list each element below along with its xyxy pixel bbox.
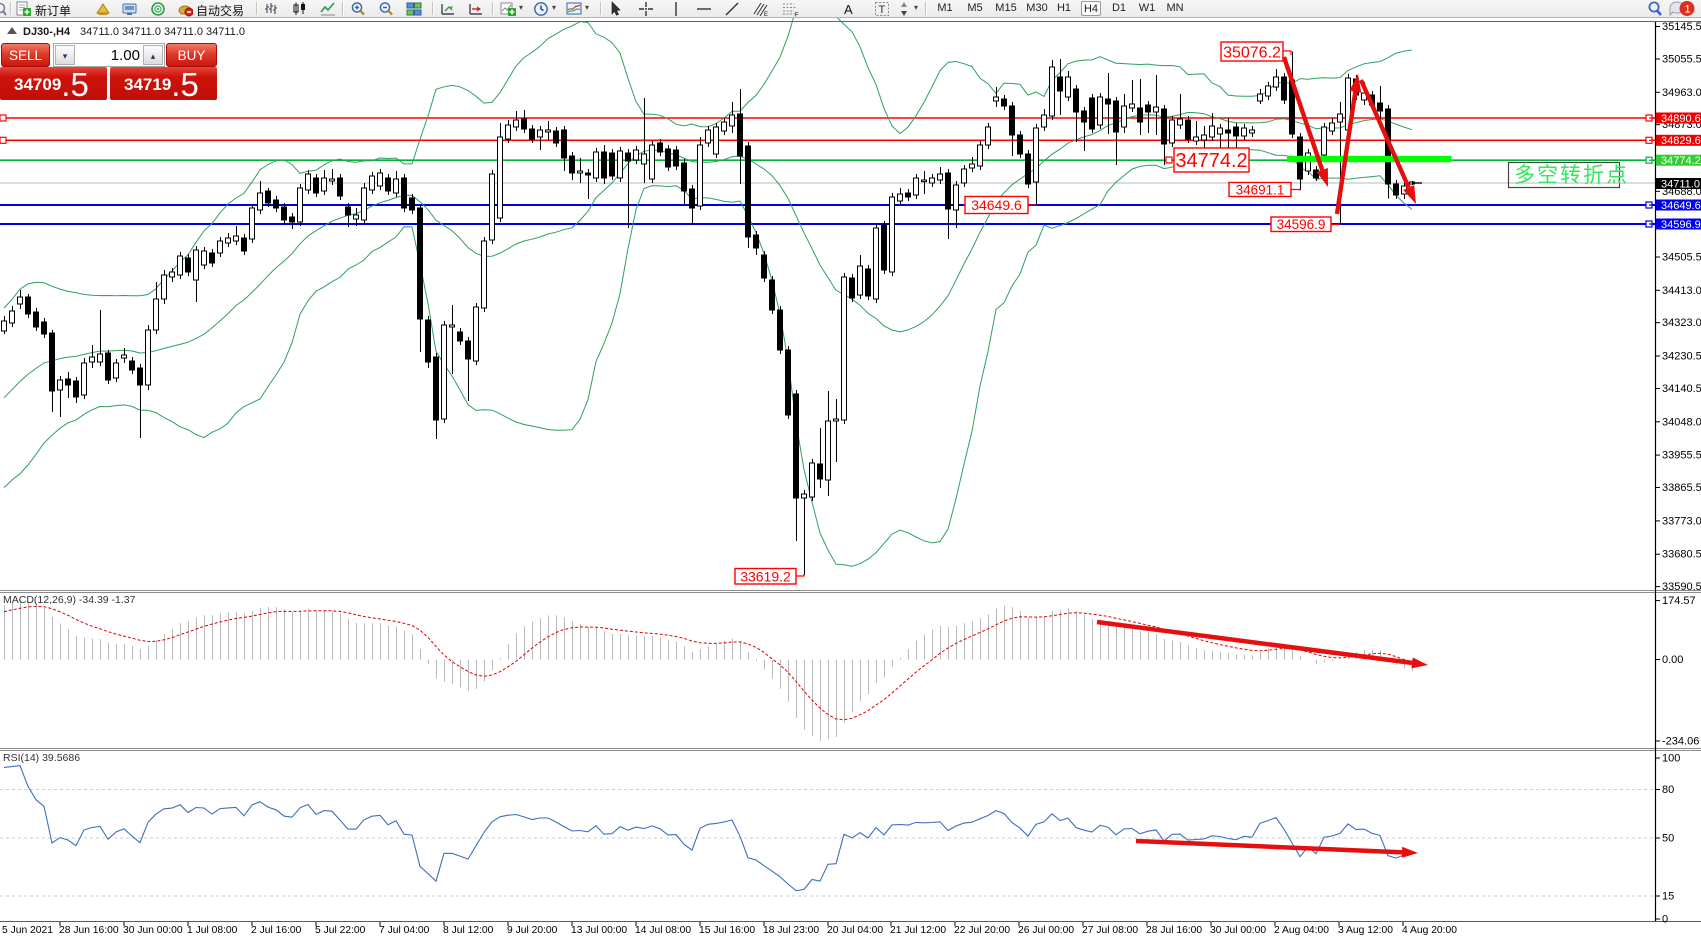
svg-text:28 Jun 16:00: 28 Jun 16:00 — [59, 925, 119, 936]
svg-text:33590.5: 33590.5 — [1662, 581, 1701, 593]
svg-text:9 Jul 20:00: 9 Jul 20:00 — [507, 925, 558, 936]
svg-text:0: 0 — [1662, 914, 1668, 926]
svg-text:8 Jul 12:00: 8 Jul 12:00 — [443, 925, 494, 936]
svg-text:28 Jul 16:00: 28 Jul 16:00 — [1146, 925, 1202, 936]
svg-text:35055.5: 35055.5 — [1662, 54, 1701, 66]
svg-text:1 Jul 08:00: 1 Jul 08:00 — [187, 925, 238, 936]
svg-text:F: F — [795, 13, 799, 18]
svg-text:20 Jul 04:00: 20 Jul 04:00 — [827, 925, 883, 936]
svg-text:5 Jun 2021: 5 Jun 2021 — [2, 925, 53, 936]
svg-text:15 Jul 16:00: 15 Jul 16:00 — [699, 925, 755, 936]
svg-text:34829.6: 34829.6 — [1661, 135, 1701, 147]
svg-text:3 Aug 12:00: 3 Aug 12:00 — [1338, 925, 1393, 936]
svg-text:50: 50 — [1662, 833, 1674, 845]
svg-text:34691.1: 34691.1 — [1236, 182, 1285, 197]
svg-text:-234.06: -234.06 — [1662, 736, 1699, 748]
svg-text:34323.0: 34323.0 — [1662, 317, 1701, 329]
svg-text:34711.0: 34711.0 — [1661, 178, 1700, 190]
svg-text:DJ30-,H4: DJ30-,H4 — [23, 26, 71, 38]
svg-text:34711.0 34711.0 34711.0 34711.: 34711.0 34711.0 34711.0 34711.0 — [80, 26, 245, 38]
svg-text:18 Jul 23:00: 18 Jul 23:00 — [763, 925, 819, 936]
svg-text:多空转折点: 多空转折点 — [1514, 164, 1629, 187]
svg-text:4 Aug 20:00: 4 Aug 20:00 — [1402, 925, 1457, 936]
svg-text:80: 80 — [1662, 784, 1674, 796]
svg-text:26 Jul 00:00: 26 Jul 00:00 — [1018, 925, 1074, 936]
svg-text:14 Jul 08:00: 14 Jul 08:00 — [635, 925, 691, 936]
svg-text:5 Jul 22:00: 5 Jul 22:00 — [315, 925, 366, 936]
svg-text:RSI(14) 39.5686: RSI(14) 39.5686 — [3, 752, 80, 764]
svg-text:34649.6: 34649.6 — [971, 197, 1022, 213]
svg-text:34774.2: 34774.2 — [1175, 150, 1247, 172]
svg-text:33773.0: 33773.0 — [1662, 515, 1701, 527]
svg-text:30 Jun 00:00: 30 Jun 00:00 — [123, 925, 183, 936]
svg-text:34596.9: 34596.9 — [1661, 219, 1701, 231]
svg-text:30 Jul 00:00: 30 Jul 00:00 — [1210, 925, 1266, 936]
svg-text:34890.6: 34890.6 — [1661, 113, 1701, 125]
svg-text:MACD(12,26,9) -34.39 -1.37: MACD(12,26,9) -34.39 -1.37 — [3, 594, 136, 606]
svg-text:T: T — [879, 4, 886, 16]
svg-text:33680.5: 33680.5 — [1662, 549, 1701, 561]
svg-text:100: 100 — [1662, 753, 1680, 765]
svg-text:21 Jul 12:00: 21 Jul 12:00 — [890, 925, 946, 936]
svg-text:34230.5: 34230.5 — [1662, 351, 1701, 363]
svg-text:35145.5: 35145.5 — [1662, 21, 1701, 33]
svg-text:33619.2: 33619.2 — [740, 568, 791, 584]
svg-text:2 Jul 16:00: 2 Jul 16:00 — [251, 925, 302, 936]
svg-text:0.00: 0.00 — [1662, 654, 1683, 666]
svg-text:34963.0: 34963.0 — [1662, 87, 1701, 99]
svg-text:34596.9: 34596.9 — [1277, 217, 1326, 232]
svg-text:22 Jul 20:00: 22 Jul 20:00 — [954, 925, 1010, 936]
svg-text:7 Jul 04:00: 7 Jul 04:00 — [379, 925, 430, 936]
svg-text:34140.5: 34140.5 — [1662, 383, 1701, 395]
svg-text:34048.0: 34048.0 — [1662, 416, 1701, 428]
svg-text:15: 15 — [1662, 891, 1674, 903]
svg-text:174.57: 174.57 — [1662, 595, 1696, 607]
svg-text:34413.0: 34413.0 — [1662, 285, 1701, 297]
svg-text:27 Jul 08:00: 27 Jul 08:00 — [1082, 925, 1138, 936]
svg-text:2 Aug 04:00: 2 Aug 04:00 — [1274, 925, 1329, 936]
svg-text:1: 1 — [1685, 4, 1691, 16]
svg-text:34505.5: 34505.5 — [1662, 252, 1701, 264]
svg-text:E: E — [764, 12, 768, 17]
svg-text:13 Jul 00:00: 13 Jul 00:00 — [571, 925, 627, 936]
svg-text:35076.2: 35076.2 — [1223, 44, 1281, 61]
svg-text:33955.5: 33955.5 — [1662, 450, 1701, 462]
svg-text:34774.2: 34774.2 — [1661, 155, 1701, 167]
svg-text:34649.6: 34649.6 — [1661, 200, 1701, 212]
svg-text:33865.5: 33865.5 — [1662, 482, 1701, 494]
